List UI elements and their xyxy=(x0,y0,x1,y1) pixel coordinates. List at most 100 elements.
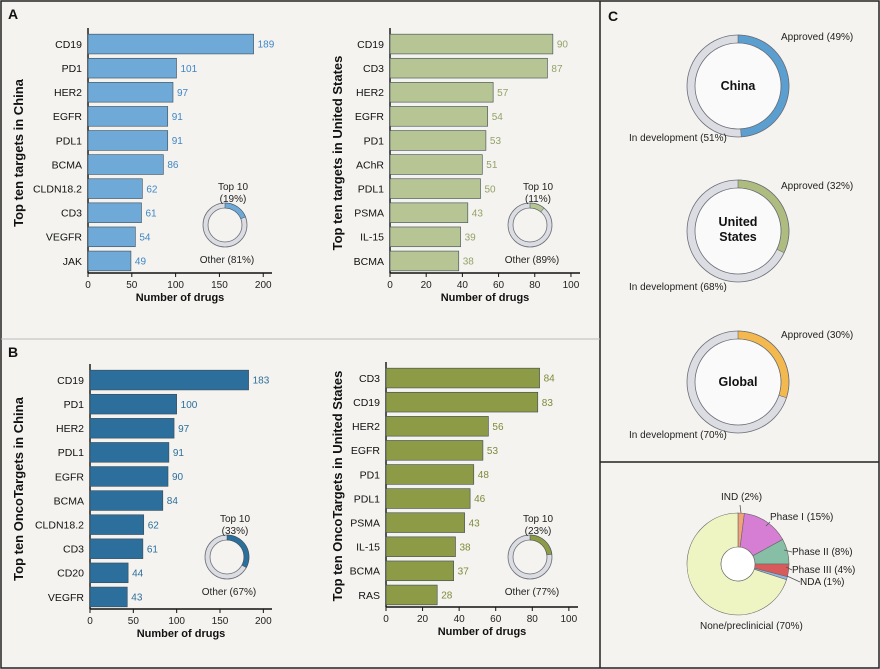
inset-donut-inner-outline xyxy=(209,539,245,575)
slice-leader-line xyxy=(783,549,793,553)
bar xyxy=(87,154,164,175)
bar xyxy=(385,416,489,437)
x-tick-label: 200 xyxy=(255,280,272,291)
inset-donut-top-pct: (19%) xyxy=(220,194,247,205)
data-label: 43 xyxy=(472,208,484,219)
data-label: 91 xyxy=(173,448,185,459)
data-label: 48 xyxy=(478,470,490,481)
bar xyxy=(89,369,249,391)
inset-donut-top-label: Top 10 xyxy=(523,182,553,193)
data-label: 91 xyxy=(172,112,184,123)
data-label: 61 xyxy=(147,544,159,555)
category-label: EGFR xyxy=(351,445,381,457)
bar xyxy=(389,130,487,151)
inset-donut-other-label: Other (67%) xyxy=(202,587,256,598)
category-label: BCMA xyxy=(354,256,384,268)
bar xyxy=(389,226,461,248)
category-label: PD1 xyxy=(360,469,381,481)
inset-donut-top10 xyxy=(529,534,553,556)
donut-approved-label: Approved (32%) xyxy=(781,181,853,192)
category-label: HER2 xyxy=(356,87,384,99)
bar xyxy=(87,106,169,127)
category-label: EGFR xyxy=(55,471,85,483)
x-tick-label: 0 xyxy=(87,616,93,627)
data-label: 97 xyxy=(178,424,190,435)
x-tick-label: 100 xyxy=(167,280,184,291)
bar xyxy=(389,154,483,175)
data-label: 50 xyxy=(484,184,496,195)
x-tick-label: 50 xyxy=(128,616,140,627)
category-label: HER2 xyxy=(56,423,84,435)
slice-label: Phase II (8%) xyxy=(792,547,853,558)
category-label: EGFR xyxy=(53,111,83,123)
inset-donut-other xyxy=(508,203,552,247)
x-tick-label: 80 xyxy=(527,614,539,625)
donut-hole xyxy=(694,187,782,275)
data-label: 62 xyxy=(146,184,158,195)
data-label: 84 xyxy=(544,374,556,385)
donut-china-status: China Approved (49%) In development (51%) xyxy=(629,32,853,144)
bar xyxy=(87,226,136,248)
x-tick-label: 50 xyxy=(126,280,138,291)
category-label: HER2 xyxy=(54,87,82,99)
panel-label-b: B xyxy=(8,344,18,360)
x-tick-label: 40 xyxy=(457,280,469,291)
inset-donut-inner-outline xyxy=(512,207,548,243)
y-axis-title: Top ten OncoTargets in China xyxy=(11,396,26,580)
x-axis-title: Number of drugs xyxy=(441,292,530,304)
data-label: 189 xyxy=(258,40,275,51)
data-label: 38 xyxy=(463,257,475,268)
y-axis-title: Top ten OncoTargets in United States xyxy=(330,371,345,602)
category-label: JAK xyxy=(63,256,82,268)
panel-label-a: A xyxy=(8,6,18,22)
donut-center-label: United xyxy=(719,215,758,229)
bar xyxy=(385,512,465,533)
category-label: VEGFR xyxy=(48,592,85,604)
category-label: BCMA xyxy=(52,159,82,171)
slice-label: Phase I (15%) xyxy=(770,512,833,523)
x-tick-label: 60 xyxy=(493,280,505,291)
donut-center-label: China xyxy=(721,79,757,93)
slice-label: Phase III (4%) xyxy=(792,565,855,576)
data-label: 53 xyxy=(490,136,502,147)
slice-label: None/preclinicial (70%) xyxy=(700,621,803,632)
bar xyxy=(87,33,254,55)
category-label: PD1 xyxy=(64,399,85,411)
category-label: PD1 xyxy=(62,63,83,75)
bar xyxy=(89,562,129,584)
category-label: IL-15 xyxy=(360,232,384,244)
data-label: 44 xyxy=(132,568,144,579)
category-label: EGFR xyxy=(355,111,385,123)
bar xyxy=(389,202,469,223)
bar xyxy=(389,82,494,103)
bar xyxy=(89,586,128,608)
x-tick-label: 150 xyxy=(211,280,228,291)
x-tick-label: 0 xyxy=(85,280,91,291)
bar xyxy=(89,418,175,439)
category-label: HER2 xyxy=(352,421,380,433)
inset-donut-top-label: Top 10 xyxy=(523,514,553,525)
x-tick-label: 150 xyxy=(212,616,229,627)
donut-center-label: Global xyxy=(719,375,758,389)
panel-label-c: C xyxy=(608,8,618,24)
data-label: 39 xyxy=(465,232,477,243)
inset-donut-outline xyxy=(507,202,553,248)
inset-donut-top-pct: (23%) xyxy=(525,526,552,537)
category-label: CD19 xyxy=(57,375,84,387)
x-axis-title: Number of drugs xyxy=(438,626,527,638)
bar xyxy=(87,202,142,223)
data-label: 54 xyxy=(139,232,151,243)
data-label: 28 xyxy=(441,591,453,602)
bar xyxy=(385,488,471,509)
category-label: VEGFR xyxy=(46,232,83,244)
data-label: 49 xyxy=(135,257,147,268)
donut-center-label: States xyxy=(719,230,757,244)
bar xyxy=(389,33,554,55)
slice-leader-line xyxy=(786,575,801,583)
x-tick-label: 80 xyxy=(529,280,541,291)
category-label: IL-15 xyxy=(356,542,380,554)
data-label: 46 xyxy=(474,494,486,505)
donut-outline xyxy=(686,179,790,283)
inset-donut-top10 xyxy=(224,202,246,220)
